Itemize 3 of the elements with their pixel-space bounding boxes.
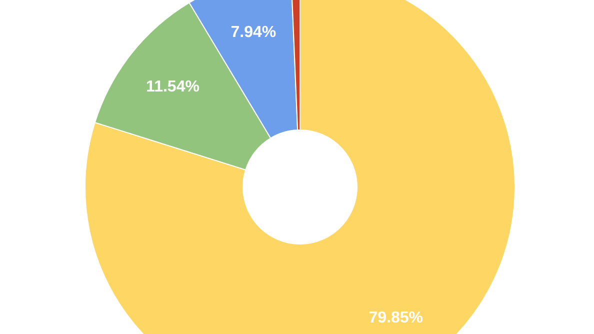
data-label: 7.94% bbox=[230, 24, 276, 41]
data-label: 79.85% bbox=[368, 310, 423, 327]
data-label: 11.54% bbox=[146, 78, 200, 96]
